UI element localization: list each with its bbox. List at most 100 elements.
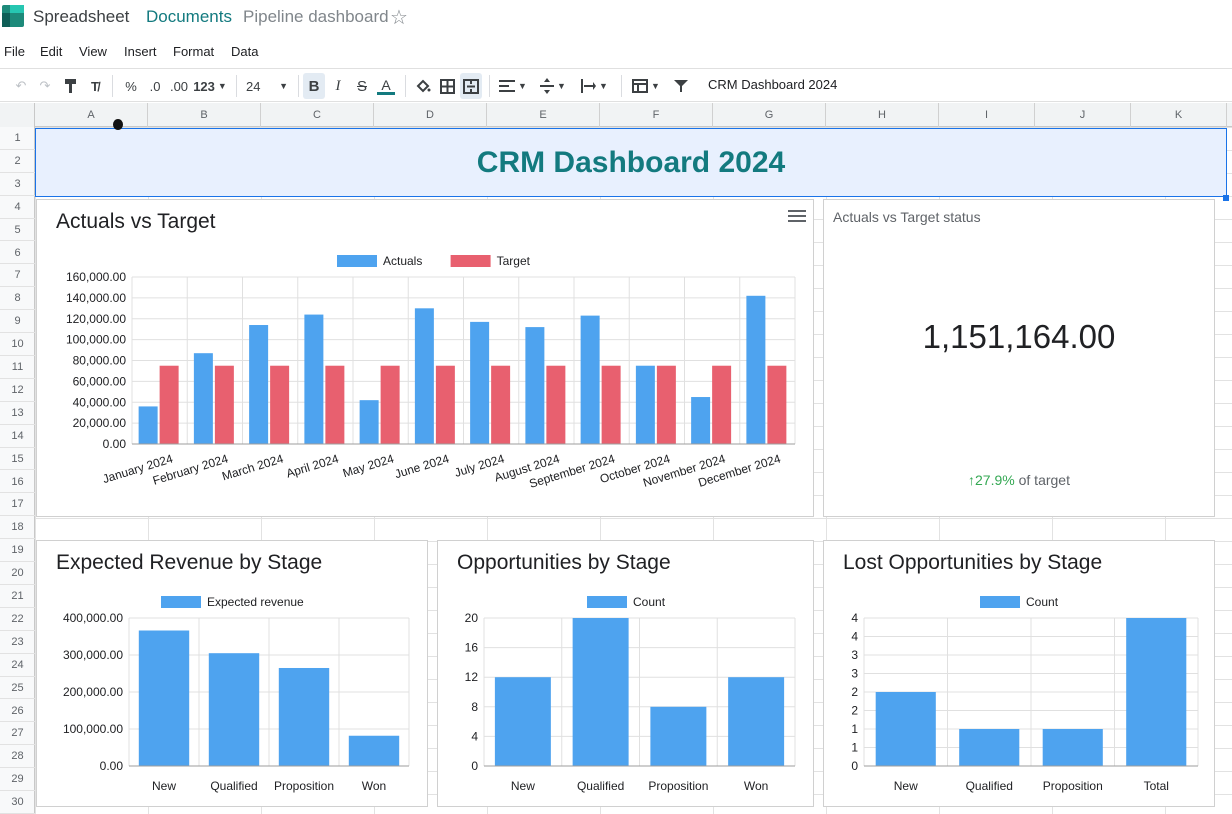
row-header[interactable]: 15 — [0, 448, 35, 471]
y-tick-label: 400,000.00 — [63, 611, 123, 625]
menu-file[interactable]: File — [4, 44, 25, 59]
strikethrough-button[interactable]: S — [356, 77, 367, 95]
vertical-align-dropdown[interactable]: ▼ — [536, 73, 570, 99]
dashboard-title-cell[interactable]: CRM Dashboard 2024 — [35, 128, 1227, 197]
number-format-dropdown[interactable]: 123 ▼ — [192, 73, 228, 99]
file-name[interactable]: Pipeline dashboard — [243, 7, 389, 26]
selection-fill-handle[interactable] — [1223, 195, 1229, 201]
percent-format-button[interactable]: % — [125, 78, 137, 94]
row-header[interactable]: 18 — [0, 516, 35, 540]
actuals-vs-target-plot: Actuals Target 0.00 20,000.00 40,000.00 60,00… — [66, 254, 796, 491]
row-header[interactable]: 13 — [0, 402, 35, 425]
bold-button[interactable]: B — [303, 73, 325, 99]
row-header[interactable]: 20 — [0, 562, 35, 585]
row-header[interactable]: 29 — [0, 768, 35, 792]
actuals-vs-target-chart[interactable]: Actuals vs Target Actuals Target 0.00 20,00… — [36, 199, 814, 517]
row-header[interactable]: 7 — [0, 264, 35, 288]
increase-decimal-button[interactable]: .00 — [169, 78, 189, 94]
row-header[interactable]: 24 — [0, 654, 35, 677]
y-tick-label: 20,000.00 — [73, 416, 127, 430]
borders-icon[interactable] — [436, 73, 458, 99]
star-icon[interactable]: ☆ — [390, 7, 408, 29]
fill-color-icon[interactable] — [412, 73, 434, 99]
expected-revenue-chart[interactable]: Expected Revenue by Stage Expected reven… — [36, 540, 428, 807]
column-header[interactable]: G — [713, 103, 826, 127]
row-header[interactable]: 28 — [0, 745, 35, 769]
menu-view[interactable]: View — [79, 44, 107, 59]
row-header[interactable]: 11 — [0, 356, 35, 379]
insert-chart-dropdown[interactable]: ▼ — [628, 73, 664, 99]
legend-label: Count — [1026, 595, 1059, 609]
legend-swatch — [161, 596, 201, 608]
menu-format[interactable]: Format — [173, 44, 215, 59]
row-header[interactable]: 30 — [0, 791, 35, 814]
row-header[interactable]: 9 — [0, 310, 35, 334]
row-header[interactable]: 17 — [0, 493, 35, 517]
column-header[interactable]: B — [148, 103, 261, 127]
legend-label: Expected revenue — [207, 595, 304, 609]
x-tick-label: Proposition — [1043, 779, 1103, 793]
font-size-dropdown[interactable]: 24 ▼ — [242, 73, 292, 99]
menu-insert[interactable]: Insert — [124, 44, 157, 59]
column-header[interactable]: C — [261, 103, 374, 127]
bar — [728, 677, 785, 766]
row-header[interactable]: 25 — [0, 677, 35, 700]
row-header[interactable]: 3 — [0, 173, 35, 196]
y-tick-label: 2 — [851, 704, 858, 718]
row-header[interactable]: 2 — [0, 150, 35, 173]
row-header[interactable]: 12 — [0, 379, 35, 402]
horizontal-align-dropdown[interactable]: ▼ — [496, 73, 530, 99]
menu-data[interactable]: Data — [231, 44, 259, 59]
clear-format-icon[interactable]: T̸ — [91, 78, 99, 94]
undo-icon[interactable]: ↶ — [15, 78, 27, 93]
opportunities-chart[interactable]: Opportunities by Stage Count 0 4 8 12 16 20 New… — [437, 540, 814, 807]
column-header[interactable]: K — [1131, 103, 1227, 127]
breadcrumb-documents-link[interactable]: Documents — [146, 7, 232, 26]
row-header[interactable]: 1 — [0, 127, 35, 150]
y-tick-label: 16 — [465, 641, 479, 655]
column-header[interactable]: D — [374, 103, 487, 127]
row-header[interactable]: 5 — [0, 219, 35, 242]
merge-cells-icon[interactable] — [460, 73, 482, 99]
row-header[interactable]: 21 — [0, 585, 35, 608]
row-header[interactable]: 8 — [0, 287, 35, 311]
column-header[interactable]: E — [487, 103, 600, 127]
column-header[interactable]: H — [826, 103, 939, 127]
chevron-down-icon: ▼ — [518, 81, 527, 91]
y-tick-label: 3 — [851, 667, 858, 681]
x-tick-label: New — [511, 779, 535, 793]
lost-opportunities-chart[interactable]: Lost Opportunities by Stage Count 0 1 1 2 2 3 3… — [823, 540, 1215, 807]
row-header[interactable]: 23 — [0, 631, 35, 654]
row-header[interactable]: 10 — [0, 333, 35, 356]
bar — [1042, 729, 1103, 766]
row-header[interactable]: 26 — [0, 700, 35, 723]
formula-cell-content[interactable]: CRM Dashboard 2024 — [708, 77, 838, 92]
bar — [656, 365, 676, 444]
redo-icon[interactable]: ↷ — [39, 78, 51, 93]
filter-icon[interactable] — [670, 73, 692, 99]
x-tick-label: March 2024 — [220, 451, 285, 483]
row-header[interactable]: 27 — [0, 722, 35, 746]
column-header[interactable]: F — [600, 103, 713, 127]
select-all-corner[interactable] — [0, 103, 35, 127]
row-header[interactable]: 14 — [0, 425, 35, 448]
actuals-vs-target-scorecard[interactable]: Actuals vs Target status 1,151,164.00 ↑2… — [823, 199, 1215, 517]
row-header[interactable]: 6 — [0, 242, 35, 265]
text-wrap-dropdown[interactable]: ▼ — [576, 73, 612, 99]
italic-button[interactable]: I — [335, 77, 341, 94]
row-header[interactable]: 4 — [0, 196, 35, 219]
y-tick-label: 12 — [465, 670, 479, 684]
column-header[interactable]: J — [1035, 103, 1131, 127]
y-tick-label: 4 — [471, 729, 478, 743]
font-size-value: 24 — [246, 78, 261, 94]
row-header[interactable]: 19 — [0, 539, 35, 563]
menu-edit[interactable]: Edit — [40, 44, 63, 59]
paint-format-icon[interactable] — [60, 73, 82, 99]
text-color-button[interactable]: A — [375, 73, 397, 99]
column-header[interactable]: I — [939, 103, 1035, 127]
row-header[interactable]: 22 — [0, 608, 35, 631]
row-header[interactable]: 16 — [0, 471, 35, 494]
column-header[interactable]: A — [35, 103, 148, 127]
decrease-decimal-button[interactable]: .0 — [149, 78, 161, 94]
chart-menu-icon[interactable] — [788, 210, 806, 224]
